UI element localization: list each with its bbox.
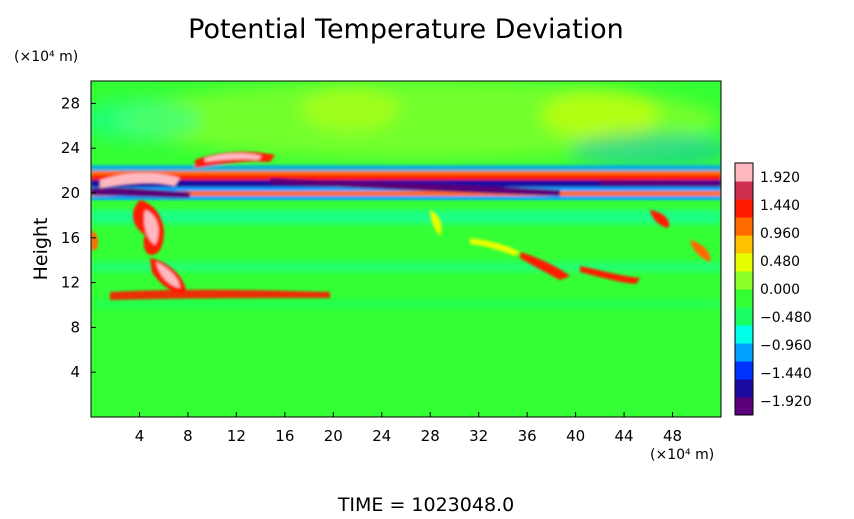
x-tick-label: 12: [227, 427, 246, 445]
y-tick-label: 4: [70, 363, 80, 381]
y-tick-label: 28: [61, 94, 80, 112]
x-tick-label: 36: [518, 427, 537, 445]
y-units-label: (×10⁴ m): [14, 49, 78, 65]
y-tick-label: 8: [70, 318, 80, 336]
colorbar-swatch: [735, 163, 753, 182]
convective-plumes: [91, 200, 711, 300]
colorbar-swatch: [735, 289, 753, 308]
colorbar-swatch: [735, 235, 753, 254]
y-tick-label: 16: [61, 229, 80, 247]
y-axis-label: Height: [30, 218, 52, 281]
colorbar-label: 1.440: [760, 198, 800, 214]
colorbar-swatch: [735, 361, 753, 380]
colorbar-swatch: [735, 343, 753, 362]
y-tick-label: 20: [61, 184, 80, 202]
colorbar-label: −0.480: [760, 310, 812, 326]
colorbar-frame: [734, 162, 754, 416]
heatmap-field: [91, 81, 721, 417]
x-axis-ticks: 4 8 12 16 20 24 28 32 36 40 44 48: [135, 412, 682, 445]
chart-title: Potential Temperature Deviation: [188, 14, 624, 45]
colorbar-label: 0.480: [760, 254, 800, 270]
x-tick-label: 16: [275, 427, 294, 445]
colorbar: 1.920 1.440 0.960 0.480 0.000 −0.480 −0.960 −1.…: [735, 163, 812, 416]
colorbar-swatch: [735, 181, 753, 200]
colorbar-swatch: [735, 379, 753, 398]
colorbar-label: 0.000: [760, 282, 800, 298]
x-tick-label: 28: [421, 427, 440, 445]
x-units-label: (×10⁴ m): [650, 447, 714, 463]
x-tick-label: 48: [663, 427, 682, 445]
colorbar-swatch: [735, 397, 753, 416]
x-tick-label: 40: [566, 427, 585, 445]
colorbar-label: −1.440: [760, 366, 812, 382]
colorbar-label: −1.920: [760, 394, 812, 410]
plot-frame: [90, 80, 722, 418]
x-tick-label: 24: [372, 427, 391, 445]
colorbar-swatch: [735, 217, 753, 236]
x-tick-label: 32: [469, 427, 488, 445]
colorbar-swatch: [735, 307, 753, 326]
time-label: TIME = 1023048.0: [337, 494, 514, 516]
middle-cyan-bands: [91, 210, 721, 308]
upper-wave-region: [91, 81, 721, 168]
colorbar-swatch: [735, 325, 753, 344]
x-tick-label: 20: [324, 427, 343, 445]
colorbar-swatch: [735, 271, 753, 290]
x-tick-label: 8: [183, 427, 193, 445]
colorbar-swatch: [735, 253, 753, 272]
colorbar-swatch: [735, 199, 753, 218]
x-tick-label: 4: [135, 427, 145, 445]
colorbar-label: 0.960: [760, 226, 800, 242]
x-tick-label: 44: [615, 427, 634, 445]
y-tick-label: 12: [61, 274, 80, 292]
y-axis-ticks: 4 8 12 16 20 24 28: [61, 94, 96, 381]
y-tick-label: 24: [61, 139, 80, 157]
colorbar-label: −0.960: [760, 338, 812, 354]
colorbar-label: 1.920: [760, 170, 800, 186]
tropopause-layer: [91, 151, 721, 200]
